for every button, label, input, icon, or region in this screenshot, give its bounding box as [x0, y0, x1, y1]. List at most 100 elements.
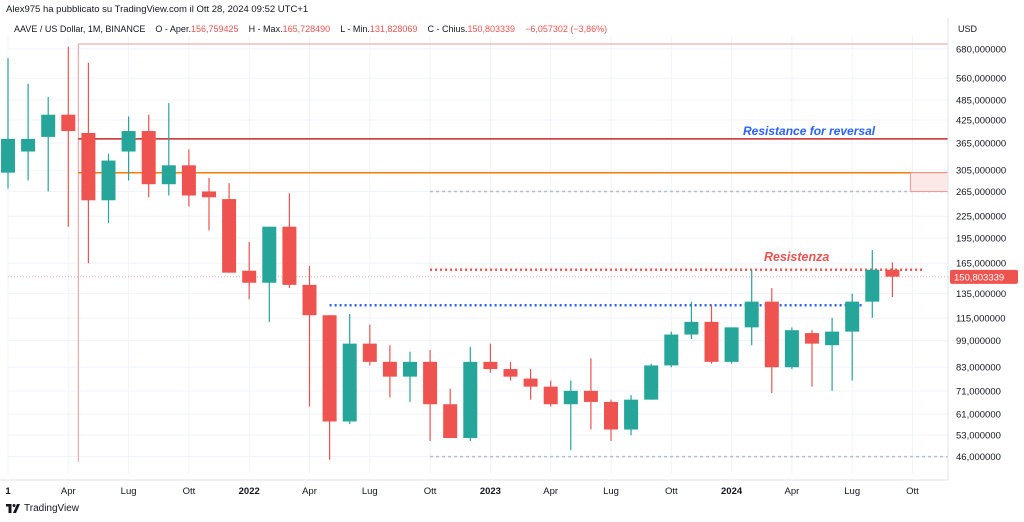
candle-body: [604, 401, 618, 430]
current-price-tag-bg: [950, 269, 1018, 284]
y-tick-label: 265,000000: [956, 187, 1006, 198]
candle-body: [81, 132, 96, 201]
price-axis[interactable]: 680,000000 560,000000 485,000000 425,000000…: [947, 18, 1018, 480]
candle: [181, 149, 196, 207]
low-label: L - Min.: [340, 24, 370, 34]
y-tick-label: 83,000000: [956, 363, 1001, 374]
candle: [523, 369, 538, 400]
candle: [101, 153, 116, 224]
candle-body: [563, 390, 578, 405]
candle-body: [825, 331, 840, 346]
x-tick-label: Lug: [844, 486, 860, 497]
candle: [724, 327, 739, 364]
y-tick-label: 135,000000: [956, 289, 1006, 300]
candle-body: [583, 390, 598, 402]
candle: [41, 96, 56, 192]
current-price-tag: 150,803339: [950, 269, 1018, 284]
footer-brand-text: TradingView: [24, 503, 80, 514]
resistance-zone-box: [909, 172, 949, 192]
y-tick-label: 115,000000: [956, 313, 1006, 324]
candle-body: [483, 361, 498, 370]
footer-brand: TradingView: [6, 503, 79, 514]
candle: [362, 324, 377, 366]
y-tick-label: 305,000000: [956, 166, 1006, 177]
candle-body: [523, 378, 538, 387]
x-tick-label: Apr: [302, 486, 317, 497]
change-value: −6,057302 (−3,86%): [525, 24, 608, 34]
candle-body: [262, 226, 277, 283]
candle-body: [161, 165, 176, 185]
candle-body: [644, 365, 659, 400]
candle-body: [302, 284, 317, 316]
x-tick-label: 2022: [239, 486, 260, 497]
candle: [845, 293, 860, 381]
candle: [463, 346, 478, 441]
time-axis[interactable]: 1 Apr Lug Ott 2022 Apr Lug Ott 2023 Apr Lug Ott 2024…: [0, 479, 948, 497]
y-tick-label: 425,000000: [956, 115, 1006, 126]
candle: [684, 301, 699, 340]
tradingview-logo-icon: [6, 504, 20, 513]
candle: [483, 343, 498, 373]
candle-body: [61, 114, 76, 132]
y-tick-label: 53,000000: [956, 431, 1001, 442]
candle-body: [805, 333, 819, 344]
y-tick-label: 61,000000: [956, 409, 1001, 420]
candle-body: [222, 199, 237, 273]
candle: [644, 363, 659, 400]
candle: [423, 350, 438, 441]
candle: [202, 177, 216, 231]
publish-line: Alex975 ha pubblicato su TradingView.com…: [6, 4, 309, 15]
candle-body: [684, 321, 699, 335]
candle: [805, 330, 819, 387]
candle-body: [503, 369, 518, 377]
open-value: 156,759425: [190, 24, 239, 34]
candle-body: [403, 361, 417, 377]
y-tick-label: 46,000000: [956, 452, 1001, 463]
y-tick-label: 195,000000: [956, 233, 1006, 244]
candle-body: [463, 361, 478, 439]
x-tick-label: Apr: [543, 486, 558, 497]
candle: [222, 183, 237, 273]
candle-body: [543, 386, 558, 405]
candle-body: [624, 399, 639, 430]
candle: [784, 327, 799, 370]
open-label: O - Aper.: [155, 24, 191, 34]
x-tick-label: 1: [5, 486, 11, 497]
candle: [563, 380, 578, 451]
currency-label: USD: [958, 24, 978, 34]
x-tick-label: Apr: [785, 486, 800, 497]
annotation-lines: [8, 43, 949, 462]
candle-body: [342, 343, 357, 422]
candle: [885, 262, 900, 297]
y-tick-label: 560,000000: [956, 74, 1006, 85]
high-label: H - Max.: [248, 24, 283, 34]
candle: [503, 361, 518, 381]
candle-body: [21, 138, 36, 152]
candle: [81, 62, 96, 264]
x-tick-label: Ott: [183, 486, 196, 497]
candle: [262, 226, 277, 322]
candle-body: [121, 131, 136, 152]
candle: [664, 331, 679, 368]
candle-body: [141, 131, 156, 185]
current-price-tag-label: 150,803339: [954, 272, 1004, 283]
y-tick-label: 225,000000: [956, 212, 1006, 223]
candle: [322, 315, 337, 460]
candle-body: [423, 361, 438, 405]
close-value: 150,803339: [467, 24, 516, 34]
x-tick-label: 2024: [721, 486, 743, 497]
candle-body: [322, 315, 337, 422]
candle-body: [382, 361, 397, 377]
candle-body: [724, 327, 739, 362]
candle: [583, 358, 598, 430]
x-tick-label: Lug: [362, 486, 378, 497]
candle: [282, 193, 297, 289]
candle-body: [41, 114, 56, 137]
x-tick-label: Ott: [424, 486, 437, 497]
candle: [141, 114, 156, 198]
high-value: 165,728490: [282, 24, 331, 34]
candle: [764, 288, 779, 394]
candle: [161, 103, 176, 196]
candle-body: [362, 343, 377, 362]
